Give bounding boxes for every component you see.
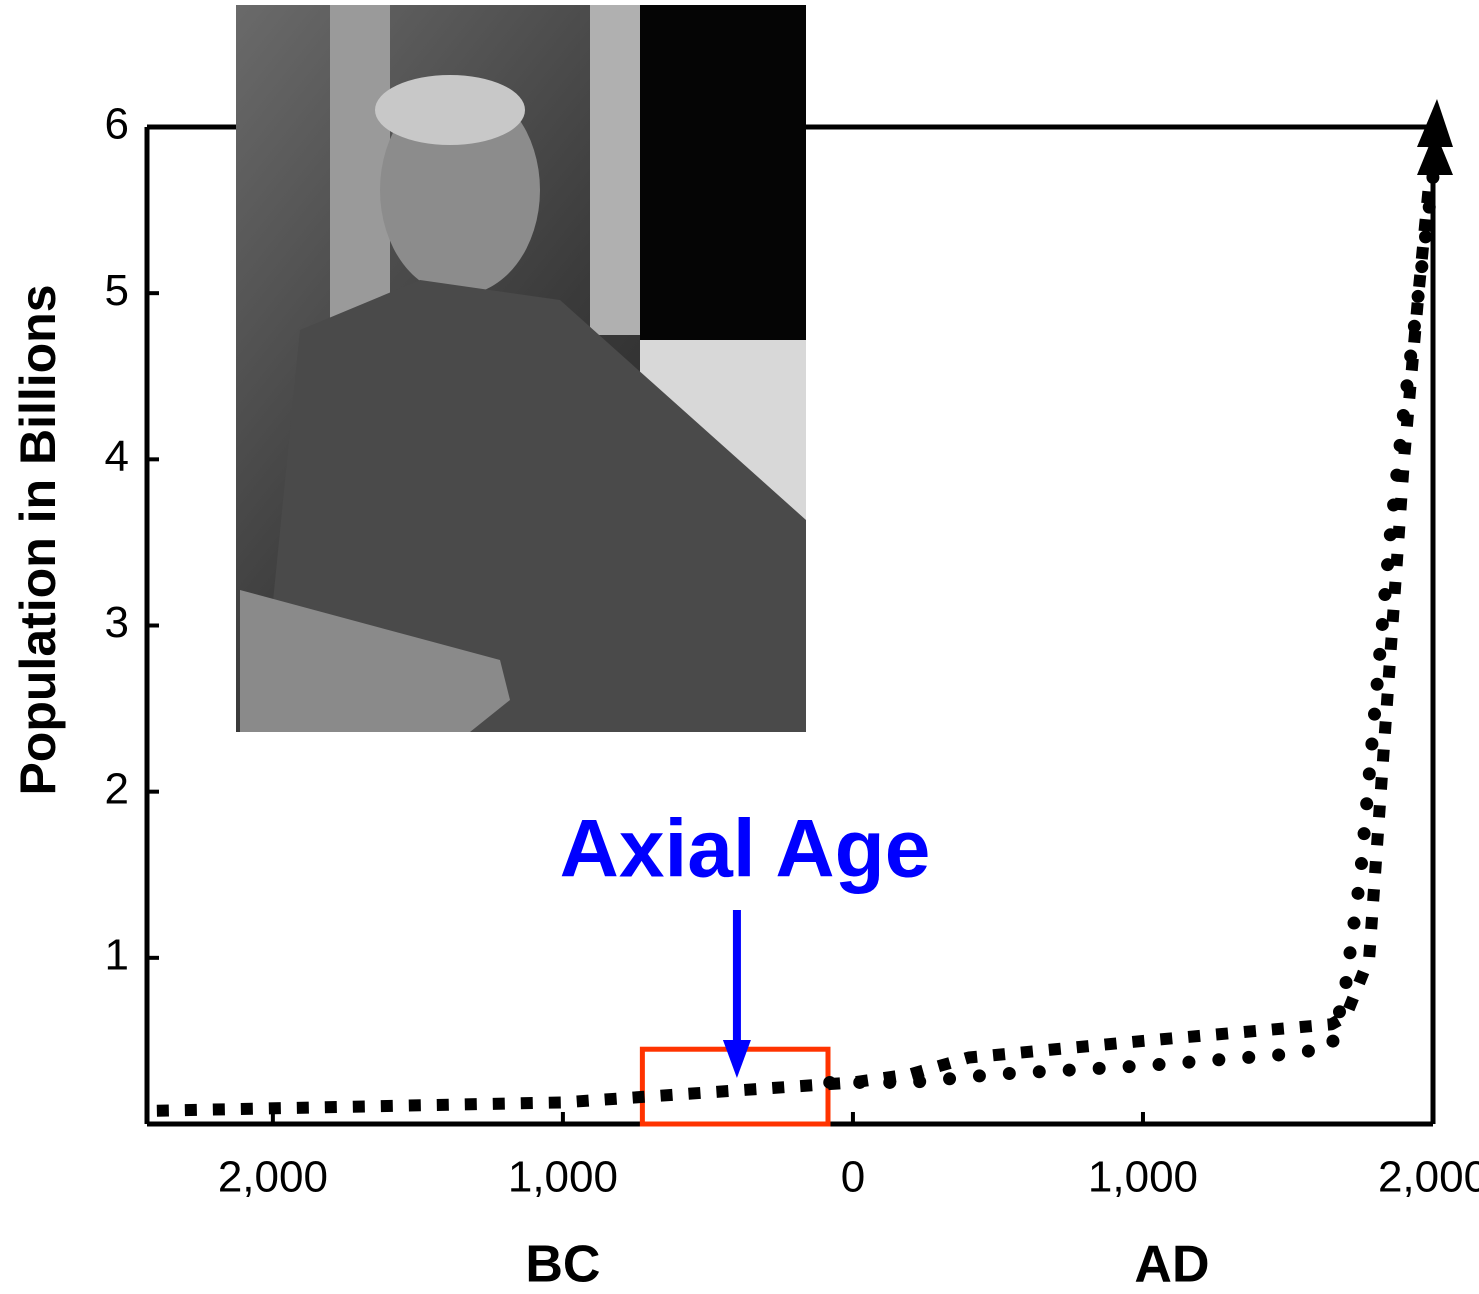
x-tick-label: 1,000 xyxy=(508,1153,618,1202)
x-tick-label: 2,000 xyxy=(1378,1153,1479,1202)
annotation-label: Axial Age xyxy=(560,804,931,895)
y-tick-label: 3 xyxy=(105,598,129,647)
series-line xyxy=(156,143,1439,1117)
y-tick-label: 5 xyxy=(105,266,129,315)
y-tick-label: 4 xyxy=(105,432,129,481)
x-tick-label: 2,000 xyxy=(218,1153,328,1202)
y-tick-label: 1 xyxy=(105,930,129,979)
y-axis-label: Population in Billions xyxy=(10,284,66,795)
y-tick-label: 2 xyxy=(105,764,129,813)
y-tick-label: 6 xyxy=(105,100,129,149)
annotation-arrowhead xyxy=(722,1040,751,1078)
x-tick-label: 0 xyxy=(841,1153,865,1202)
portrait-photo xyxy=(236,5,806,732)
x-group-label: BC xyxy=(525,1236,600,1294)
x-group-label: AD xyxy=(1134,1236,1209,1294)
trend-arrowhead xyxy=(1417,99,1453,175)
x-tick-label: 1,000 xyxy=(1088,1153,1198,1202)
series-line xyxy=(823,170,1440,1089)
